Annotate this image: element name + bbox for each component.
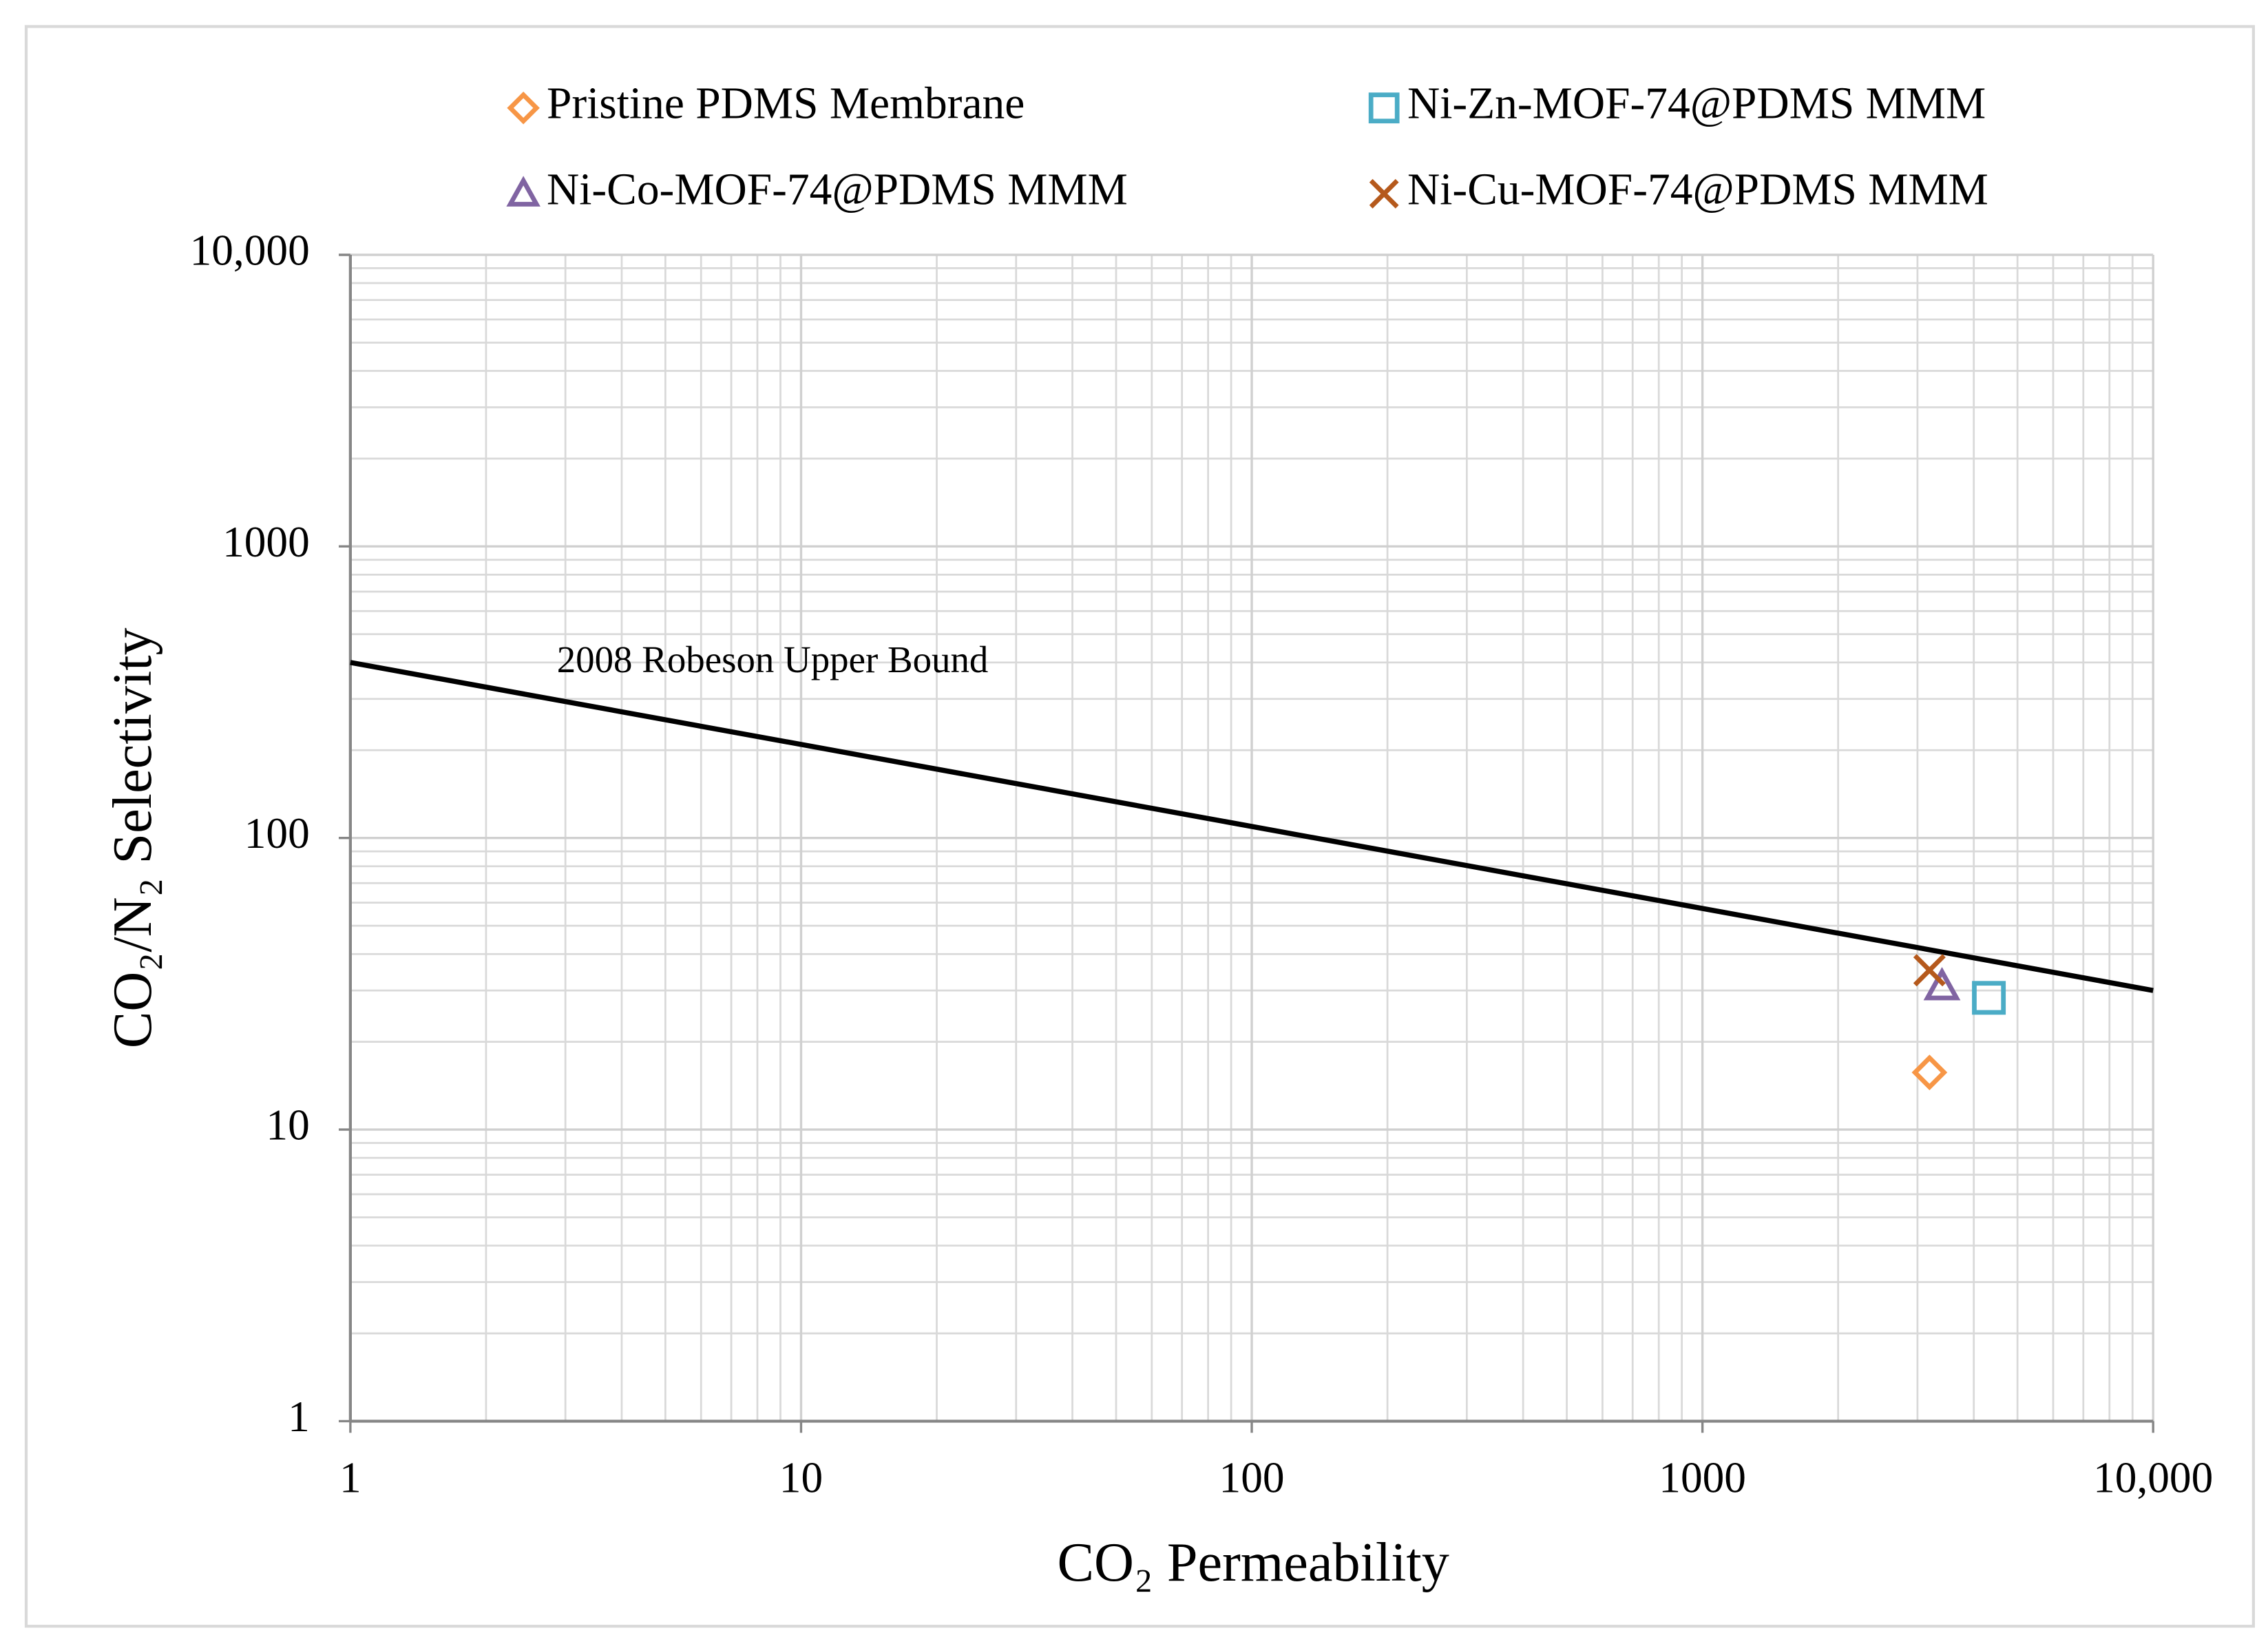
x-tick-label: 1	[339, 1454, 361, 1502]
x-axis-title: CO₂ Permeability	[1057, 1532, 1449, 1593]
marks: 2008 Robeson Upper Bound	[350, 638, 2154, 1091]
x-tick-label: 100	[1219, 1454, 1285, 1502]
marker	[1913, 954, 1946, 987]
marker	[1923, 966, 1961, 1001]
x-tick-label: 10	[779, 1454, 823, 1502]
marker	[1911, 1054, 1948, 1091]
y-axis-title: CO₂/N₂ Selectivity	[103, 627, 163, 1048]
x-tick-label: 1000	[1659, 1454, 1746, 1502]
y-tick-label: 1000	[222, 518, 310, 566]
legend: Pristine PDMS Membrane Ni-Zn-MOF-74@PDMS …	[506, 79, 1988, 214]
legend-marker	[1368, 92, 1400, 124]
legend-marker	[506, 176, 540, 207]
chart-frame	[24, 25, 2255, 1628]
y-tick-label: 1	[288, 1393, 310, 1441]
x-tick-label: 10,000	[2093, 1454, 2213, 1502]
legend-label: Ni-Zn-MOF-74@PDMS MMM	[1407, 79, 1986, 129]
y-tick-label: 100	[244, 809, 310, 857]
y-tick-label: 10	[266, 1101, 309, 1149]
axes: 1 10 100 1000 10,000 1 10 100 1000 10,000	[190, 227, 2214, 1502]
y-tick-label: 10,000	[190, 227, 310, 275]
legend-label: Ni-Co-MOF-74@PDMS MMM	[547, 165, 1128, 214]
marker	[1972, 981, 2006, 1015]
upper-bound-line	[350, 660, 2154, 993]
grid	[349, 253, 2154, 1423]
annotation: 2008 Robeson Upper Bound	[557, 638, 989, 680]
legend-label: Pristine PDMS Membrane	[547, 79, 1025, 129]
legend-marker	[507, 91, 540, 125]
legend-label: Ni-Cu-MOF-74@PDMS MMM	[1407, 165, 1988, 214]
legend-marker	[1369, 178, 1399, 209]
